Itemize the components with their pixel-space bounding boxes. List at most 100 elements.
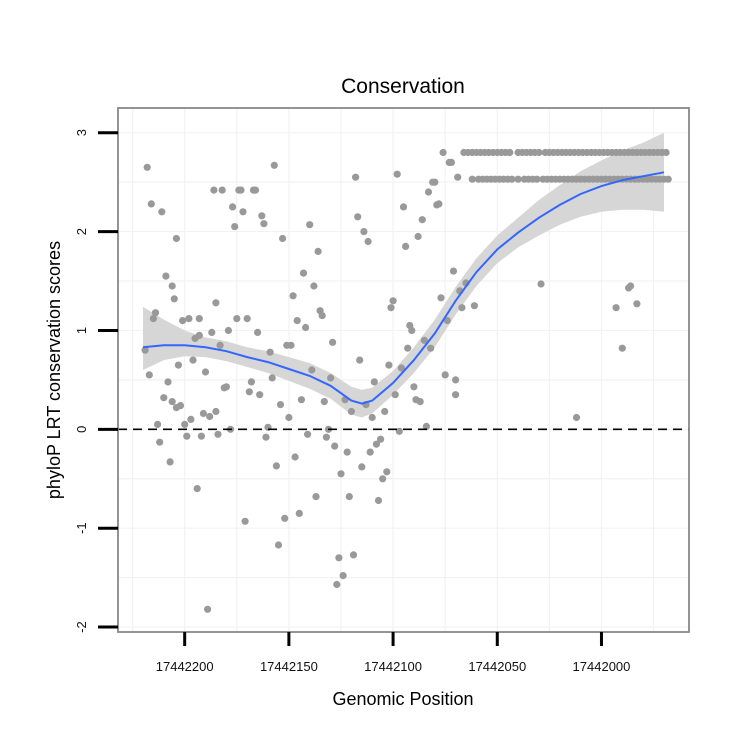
data-point: [402, 242, 410, 250]
y-tick-label: 0: [74, 426, 89, 433]
data-point: [168, 282, 176, 290]
data-point: [470, 302, 478, 310]
data-point: [662, 148, 670, 157]
data-point: [306, 221, 314, 229]
data-point: [274, 541, 283, 549]
data-point: [172, 234, 180, 243]
panel-border: [117, 107, 690, 633]
data-point: [166, 458, 174, 466]
data-point: [176, 402, 185, 410]
data-point: [310, 282, 318, 290]
data-point: [449, 267, 458, 275]
data-point: [318, 312, 326, 320]
data-point: [354, 213, 362, 221]
data-point: [299, 269, 308, 277]
data-point: [193, 485, 201, 493]
data-point: [364, 237, 372, 246]
data-point: [201, 368, 210, 376]
data-point: [204, 605, 212, 613]
data-point: [143, 163, 151, 171]
data-point: [231, 223, 239, 231]
data-point: [435, 200, 443, 208]
data-point: [387, 304, 395, 312]
data-point: [212, 407, 220, 416]
data-point: [391, 391, 399, 399]
data-point: [331, 442, 339, 450]
data-point: [287, 341, 295, 349]
data-point: [285, 413, 293, 422]
data-point: [229, 203, 237, 211]
smooth-line: [142, 171, 665, 405]
data-point: [224, 326, 232, 335]
data-point: [266, 348, 274, 356]
data-point: [514, 175, 522, 183]
data-point: [322, 433, 330, 441]
x-tick-label: 17442150: [260, 659, 318, 674]
data-point: [216, 341, 224, 349]
data-point: [243, 315, 251, 323]
data-point: [439, 148, 447, 157]
data-point: [158, 208, 166, 216]
data-point: [329, 338, 337, 346]
data-point: [416, 398, 424, 406]
data-point: [208, 328, 216, 336]
data-point: [454, 173, 462, 181]
data-point: [279, 234, 287, 243]
data-point: [247, 378, 255, 386]
data-point: [533, 175, 541, 183]
data-point: [156, 438, 164, 446]
data-point: [145, 371, 153, 379]
data-point: [237, 186, 245, 194]
data-point: [443, 317, 451, 325]
data-point: [154, 420, 162, 428]
data-point: [254, 328, 262, 336]
y-tick-label: 3: [74, 129, 89, 136]
data-point: [468, 175, 476, 183]
data-point: [304, 430, 312, 438]
data-point: [195, 315, 203, 323]
data-point: [349, 551, 358, 559]
data-point: [612, 304, 620, 312]
data-point: [418, 216, 426, 224]
data-point: [366, 448, 374, 456]
data-point: [239, 208, 247, 216]
data-point: [389, 297, 397, 305]
data-point: [218, 186, 226, 194]
data-point: [210, 186, 218, 194]
data-point: [618, 344, 626, 352]
data-point: [270, 161, 278, 169]
data-point: [179, 317, 187, 325]
data-point: [358, 463, 366, 471]
data-point: [397, 364, 405, 372]
smooth-line-group: [142, 171, 665, 405]
data-point: [395, 427, 403, 435]
y-tick-label: -2: [74, 621, 89, 633]
data-point: [572, 413, 581, 422]
data-point: [164, 378, 172, 386]
data-point: [535, 148, 543, 157]
data-point: [258, 212, 266, 220]
data-point: [268, 374, 276, 382]
data-point: [302, 323, 310, 332]
data-point: [308, 366, 316, 374]
data-point: [333, 580, 341, 589]
data-point: [195, 331, 203, 339]
data-point: [345, 493, 353, 501]
data-point: [441, 371, 449, 379]
y-tick-label: 1: [74, 327, 89, 334]
data-point: [408, 326, 416, 335]
data-point: [295, 509, 303, 517]
data-point: [664, 175, 672, 183]
panel-frame: [117, 107, 690, 633]
data-points: [141, 148, 672, 613]
data-point: [379, 475, 387, 483]
data-point: [189, 356, 197, 364]
data-point: [147, 200, 155, 208]
y-axis: -2 -1 0 1 2 3: [74, 129, 118, 633]
data-point: [404, 344, 412, 352]
x-tick-label: 17442000: [573, 659, 631, 674]
data-point: [352, 173, 360, 181]
data-point: [168, 398, 176, 406]
data-point: [289, 292, 297, 300]
